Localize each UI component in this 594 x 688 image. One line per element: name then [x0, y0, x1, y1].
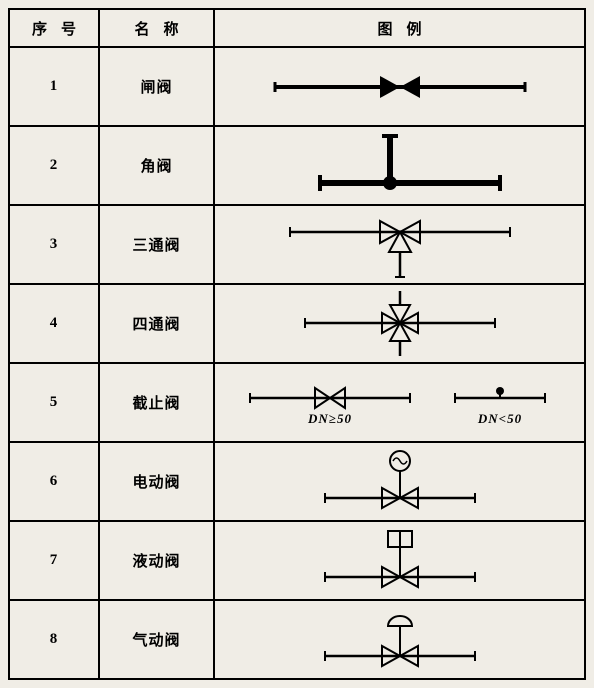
header-symbol: 图例 [215, 10, 584, 46]
three-way-valve-symbol [215, 206, 584, 283]
header-num: 序号 [10, 10, 100, 46]
four-way-valve-symbol [215, 285, 584, 362]
table-row: 6 电动阀 [10, 443, 584, 522]
row-name: 角阀 [100, 127, 215, 204]
row-name: 电动阀 [100, 443, 215, 520]
table-row: 4 四通阀 [10, 285, 584, 364]
angle-valve-symbol [215, 127, 584, 204]
valve-symbol-table: 序号 名称 图例 1 闸阀 2 角阀 [8, 8, 586, 680]
svg-text:DN<50: DN<50 [476, 411, 521, 426]
row-name: 四通阀 [100, 285, 215, 362]
table-row: 1 闸阀 [10, 48, 584, 127]
table-row: 3 三通阀 [10, 206, 584, 285]
row-name: 截止阀 [100, 364, 215, 441]
row-name: 液动阀 [100, 522, 215, 599]
row-num: 4 [10, 285, 100, 362]
svg-text:DN≥50: DN≥50 [307, 411, 352, 426]
row-name: 闸阀 [100, 48, 215, 125]
table-row: 7 液动阀 [10, 522, 584, 601]
row-num: 3 [10, 206, 100, 283]
table-row: 5 截止阀 DN≥50 DN<50 [10, 364, 584, 443]
row-num: 8 [10, 601, 100, 678]
electric-valve-symbol [215, 443, 584, 520]
row-num: 2 [10, 127, 100, 204]
table-row: 8 气动阀 [10, 601, 584, 680]
pneumatic-valve-symbol [215, 601, 584, 678]
row-name: 气动阀 [100, 601, 215, 678]
table-header-row: 序号 名称 图例 [10, 10, 584, 48]
row-num: 1 [10, 48, 100, 125]
row-num: 7 [10, 522, 100, 599]
table-row: 2 角阀 [10, 127, 584, 206]
row-num: 5 [10, 364, 100, 441]
row-num: 6 [10, 443, 100, 520]
header-name: 名称 [100, 10, 215, 46]
hydraulic-valve-symbol [215, 522, 584, 599]
gate-valve-symbol [215, 48, 584, 125]
stop-valve-symbol: DN≥50 DN<50 [215, 364, 584, 441]
row-name: 三通阀 [100, 206, 215, 283]
